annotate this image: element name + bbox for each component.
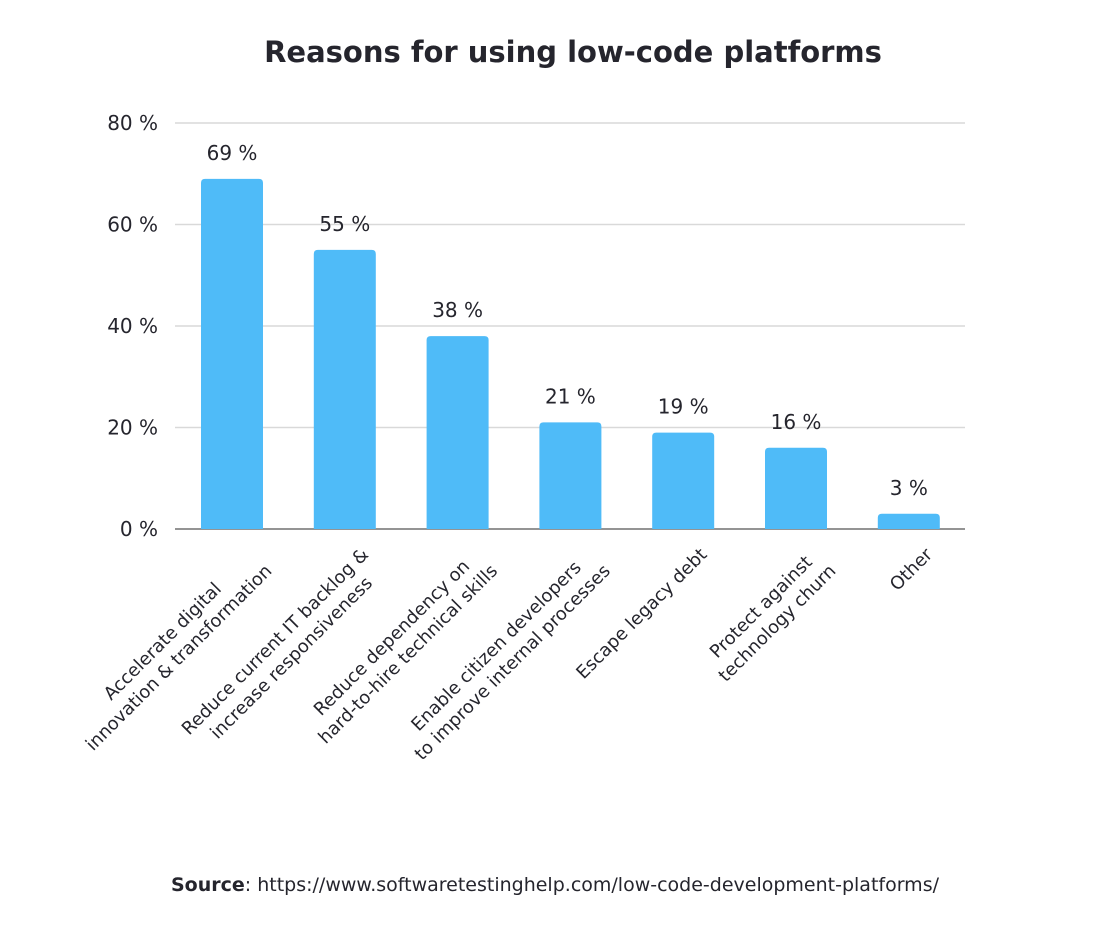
bar bbox=[313, 249, 376, 529]
y-tick-label: 40 % bbox=[107, 314, 158, 338]
data-label: 3 % bbox=[890, 476, 928, 500]
x-tick-label: Reduce current IT backlog &increase resp… bbox=[178, 544, 389, 755]
data-label: 55 % bbox=[319, 212, 370, 236]
x-tick-label: Escape legacy debt bbox=[572, 544, 711, 683]
bar bbox=[201, 178, 263, 529]
x-tick-label: Other bbox=[886, 544, 937, 595]
x-tick-label-line: Other bbox=[886, 544, 937, 595]
bar bbox=[877, 513, 940, 529]
source-url: : https://www.softwaretestinghelp.com/lo… bbox=[244, 874, 939, 896]
data-label: 69 % bbox=[207, 141, 258, 165]
data-label: 19 % bbox=[658, 395, 709, 419]
x-tick-label: Accelerate digitalinnovation & transform… bbox=[66, 544, 277, 755]
source-note: Source: https://www.softwaretestinghelp.… bbox=[0, 874, 1110, 896]
data-label: 38 % bbox=[432, 298, 483, 322]
bar bbox=[426, 336, 489, 529]
y-tick-label: 0 % bbox=[120, 517, 158, 541]
data-label: 16 % bbox=[771, 410, 822, 434]
x-tick-label: Enable citizen developersto improve inte… bbox=[394, 544, 614, 764]
y-tick-label: 80 % bbox=[107, 111, 158, 135]
x-tick-label: Protect againsttechnology churn bbox=[698, 544, 840, 686]
bar bbox=[652, 432, 715, 529]
bar bbox=[765, 447, 827, 529]
chart-title: Reasons for using low-code platforms bbox=[264, 35, 882, 69]
data-label: 21 % bbox=[545, 384, 596, 408]
bar bbox=[539, 422, 602, 529]
x-tick-label-line: Escape legacy debt bbox=[572, 544, 711, 683]
source-label: Source bbox=[170, 874, 245, 896]
y-tick-label: 60 % bbox=[107, 213, 158, 237]
y-tick-label: 20 % bbox=[107, 416, 158, 440]
